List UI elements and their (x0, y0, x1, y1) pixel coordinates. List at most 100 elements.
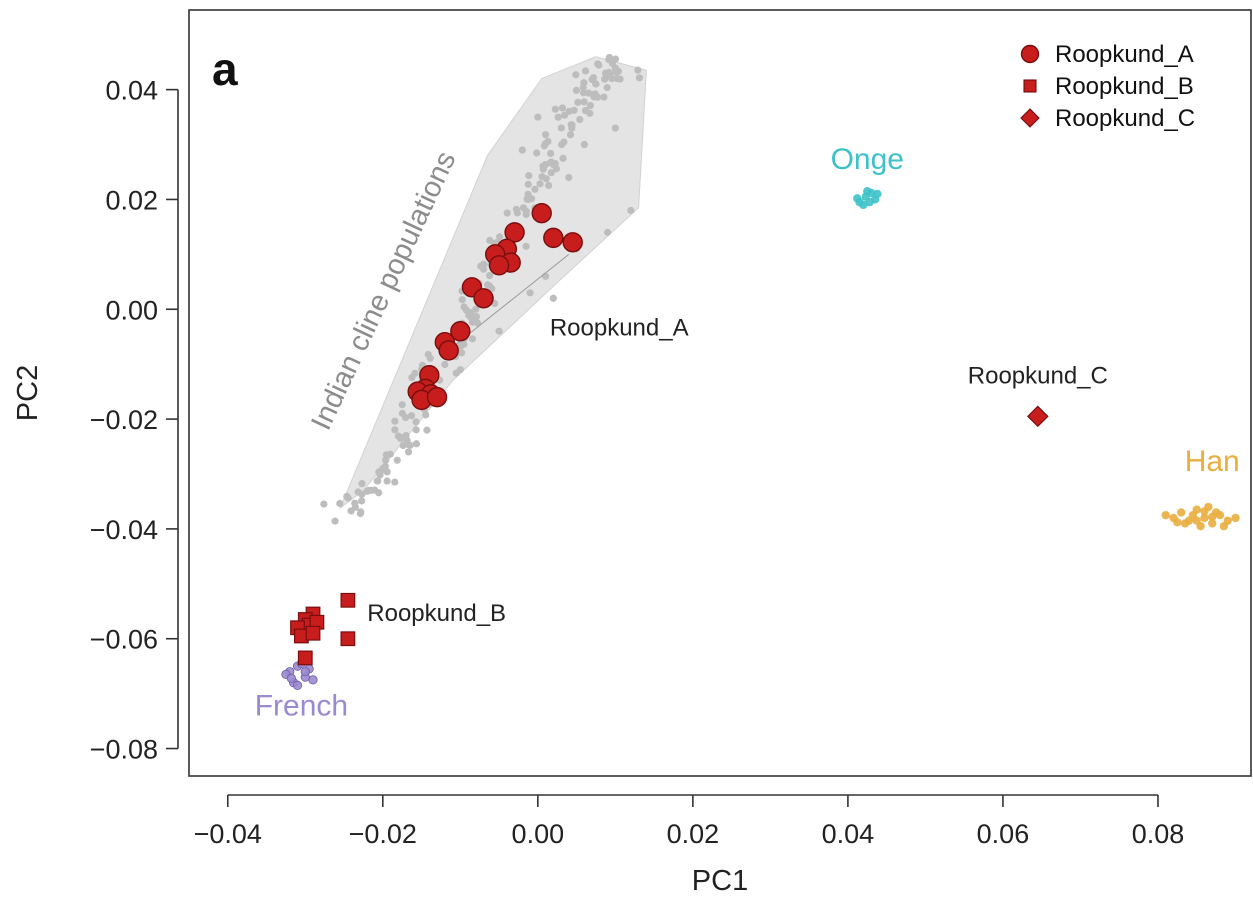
cline-point (513, 209, 521, 217)
roopkund-c-point (1027, 405, 1049, 428)
cline-point (557, 124, 565, 132)
cline-point (559, 154, 567, 162)
cline-point (373, 477, 381, 485)
annotation-roopkund-a: Roopkund_A (550, 315, 689, 342)
roopkund-a-point (504, 222, 525, 243)
cline-point (331, 517, 339, 525)
annotation-roopkund-c: Roopkund_C (968, 362, 1108, 389)
cline-point (545, 181, 553, 190)
cline-point (358, 497, 366, 505)
legend-marker-circle (1020, 44, 1040, 64)
cline-point (536, 180, 544, 188)
cline-point (457, 349, 466, 357)
cline-point (566, 131, 575, 139)
cline-point (519, 204, 528, 212)
cline-point (412, 426, 420, 434)
cline-point (524, 190, 532, 198)
x-tick-label: 0.08 (1132, 819, 1185, 849)
cline-point (411, 369, 419, 377)
onge-point (853, 194, 862, 203)
cline-point (412, 440, 421, 448)
cline-point (480, 260, 488, 268)
cline-point (354, 488, 362, 496)
y-axis: 0.04 0.02 0.00 −0.02 −0.04 −0.06 −0.08 (90, 76, 179, 765)
cline-point (524, 180, 532, 188)
cline-point (496, 233, 504, 241)
legend-marker-diamond (1020, 108, 1040, 128)
x-tick-label: 0.02 (667, 819, 720, 849)
roopkund-series-layer (290, 202, 1049, 666)
cline-point (522, 242, 530, 250)
cline-point (568, 121, 576, 129)
cline-point (393, 456, 401, 464)
roopkund-a-point (562, 232, 583, 253)
han-point (1219, 521, 1229, 531)
cline-point (391, 417, 399, 425)
cline-point (391, 478, 399, 486)
cline-point (634, 66, 642, 74)
x-tick-label: 0.04 (822, 819, 875, 849)
onge-point (863, 187, 872, 196)
cline-point (600, 93, 608, 101)
han-point (1173, 518, 1182, 527)
cline-point (613, 74, 621, 83)
cline-point (391, 426, 399, 434)
cline-point (526, 289, 534, 297)
french-point (286, 673, 296, 683)
cline-point (576, 115, 584, 124)
han-point (1192, 516, 1201, 525)
cline-point (586, 101, 594, 110)
han-point (1208, 519, 1217, 528)
han-point (1200, 513, 1209, 523)
cline-point (412, 418, 420, 426)
cline-point (468, 335, 477, 343)
annotation-onge: Onge (831, 143, 904, 176)
cline-point (531, 185, 539, 193)
reference-groups-layer (281, 187, 1240, 690)
han-point (1177, 508, 1186, 517)
cline-point (608, 74, 616, 83)
cline-point (581, 67, 590, 75)
cline-point (426, 354, 434, 362)
cline-point (456, 366, 464, 374)
annotation-layer: Roopkund_A Roopkund_B Roopkund_C Onge Han Fre… (255, 143, 1240, 722)
cline-point (394, 432, 403, 440)
y-tick-label: 0.00 (105, 295, 158, 325)
cline-point (572, 86, 580, 95)
cline-point (580, 140, 588, 149)
cline-point (343, 492, 351, 500)
y-tick-label: −0.04 (90, 515, 158, 545)
cline-point (635, 74, 644, 82)
cline-point (594, 60, 602, 68)
cline-point (533, 149, 541, 157)
cline-point (611, 124, 619, 132)
cline-point (574, 98, 582, 106)
cline-point (558, 104, 567, 112)
french-point (308, 675, 318, 685)
cline-point (541, 131, 550, 139)
cline-point (547, 149, 555, 158)
cline-point (407, 412, 416, 420)
cline-point (382, 451, 390, 459)
cline-point (472, 305, 480, 313)
y-tick-label: −0.06 (90, 625, 158, 655)
y-tick-label: 0.04 (105, 76, 158, 106)
cline-point (458, 296, 466, 304)
cline-point (462, 306, 471, 314)
cline-point (525, 172, 533, 180)
x-tick-label: 0.00 (512, 819, 565, 849)
cline-point (534, 113, 542, 121)
cline-point (485, 282, 494, 290)
legend-label-roopkund-c: Roopkund_C (1055, 105, 1195, 132)
roopkund-b-point (297, 650, 313, 666)
cline-point (423, 426, 431, 434)
roopkund-a-point (426, 386, 448, 408)
cline-point (398, 401, 406, 409)
cline-point (480, 265, 488, 273)
han-point (1231, 513, 1240, 523)
cline-point (554, 113, 562, 121)
y-tick-label: −0.08 (90, 735, 158, 765)
legend-label-roopkund-a: Roopkund_A (1055, 41, 1194, 68)
cline-point (570, 106, 578, 114)
